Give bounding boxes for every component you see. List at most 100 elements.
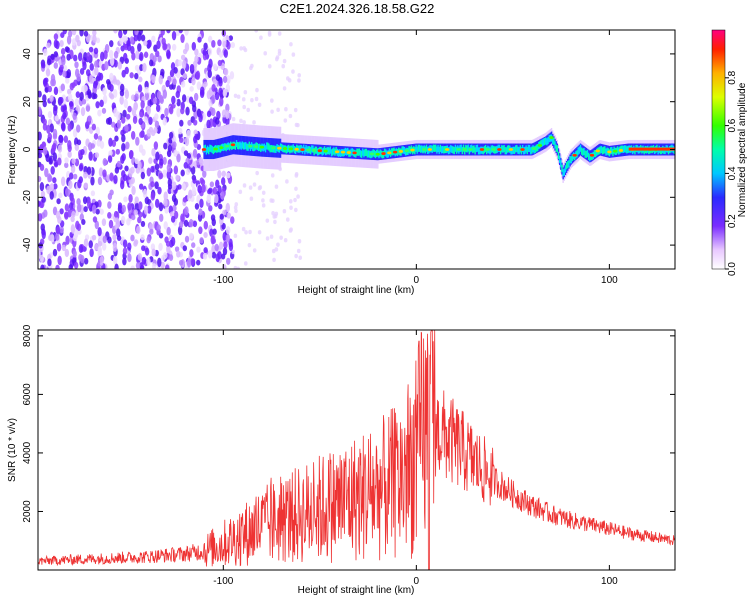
heat-cell [53, 183, 58, 190]
heat-cell [141, 148, 146, 156]
heat-cell [289, 205, 293, 210]
heat-cell [185, 168, 191, 176]
heat-cell [219, 97, 224, 107]
heat-cell [64, 46, 70, 53]
heat-cell [102, 169, 107, 178]
heat-cell [129, 36, 135, 45]
heat-cell [508, 148, 514, 151]
heat-cell [247, 143, 249, 151]
heat-cell [219, 213, 224, 220]
heat-cell [156, 90, 162, 100]
heat-cell [439, 144, 442, 152]
heat-cell [121, 204, 126, 213]
heat-cell [565, 162, 568, 170]
heat-cell [466, 145, 468, 153]
heat-cell [134, 196, 139, 204]
heat-cell [180, 213, 185, 223]
heat-cell [497, 148, 502, 151]
heat-cell [39, 182, 45, 192]
heat-cell [52, 206, 58, 216]
heat-cell [514, 145, 517, 153]
heat-cell [60, 176, 66, 187]
heat-cell [212, 63, 218, 71]
heat-cell [64, 203, 70, 212]
heat-cell [138, 211, 143, 218]
heat-cell [228, 143, 231, 151]
heat-cell [248, 185, 253, 190]
heat-cell [201, 112, 207, 121]
heat-cell [396, 148, 399, 157]
heat-cell [79, 91, 84, 102]
heat-cell [206, 119, 211, 130]
heat-cell [94, 152, 100, 158]
heat-cell [517, 146, 519, 154]
heat-cell [158, 74, 163, 85]
heat-cell [101, 242, 107, 251]
heat-cell [135, 136, 140, 146]
heat-cell [279, 235, 283, 240]
heat-cell [83, 257, 89, 265]
heat-cell [188, 232, 194, 240]
heat-cell [208, 187, 213, 194]
heat-cell [584, 150, 586, 158]
heat-cell [130, 234, 135, 242]
heat-cell [356, 148, 358, 156]
heat-cell [182, 73, 188, 79]
heat-cell [190, 258, 195, 266]
heat-cell [130, 45, 135, 55]
heat-cell [444, 145, 446, 154]
heat-cell [364, 148, 366, 157]
heat-cell [83, 52, 88, 61]
heat-cell [523, 147, 525, 155]
heat-cell [659, 147, 662, 155]
heat-cell [77, 179, 82, 189]
heat-cell [71, 38, 77, 46]
heat-cell [222, 264, 227, 269]
heat-cell [634, 147, 636, 155]
heat-cell [257, 102, 262, 107]
heat-cell [321, 148, 323, 156]
heat-cell [138, 117, 143, 125]
heat-cell [76, 124, 81, 133]
spectrogram-ytick-label: 20 [22, 96, 33, 108]
heat-cell [191, 186, 197, 196]
heat-cell [177, 59, 183, 67]
heat-cell [369, 152, 375, 156]
heat-cell [589, 153, 595, 157]
heat-cell [409, 146, 411, 154]
heat-cell [178, 221, 184, 229]
heat-cell [241, 141, 244, 149]
heat-cell [72, 112, 77, 120]
heat-cell [571, 153, 574, 162]
heat-cell [249, 196, 254, 201]
heat-cell [220, 191, 225, 200]
heat-cell [78, 164, 84, 172]
heat-cell [194, 55, 199, 63]
heat-cell [273, 219, 277, 225]
heat-cell [86, 200, 92, 209]
heat-cell [158, 242, 163, 251]
heat-cell [283, 238, 288, 243]
heat-cell [192, 104, 197, 113]
heat-cell [508, 145, 510, 153]
heat-cell [327, 146, 329, 155]
heat-cell [165, 80, 170, 88]
heat-cell [624, 145, 627, 153]
heat-cell [163, 221, 168, 230]
heat-cell [139, 262, 144, 269]
heat-cell [40, 264, 45, 269]
heat-cell [116, 119, 122, 129]
heat-cell [221, 170, 226, 178]
heat-cell [53, 33, 59, 41]
heat-cell [375, 152, 380, 156]
heat-cell [381, 152, 386, 155]
heat-cell [42, 123, 48, 131]
heat-cell [156, 224, 161, 231]
heat-cell [55, 226, 61, 235]
heat-cell [79, 213, 85, 221]
heat-cell [626, 146, 628, 154]
heat-cell [477, 147, 480, 155]
heat-cell [328, 147, 330, 155]
heat-cell [297, 78, 301, 83]
heat-cell [169, 106, 174, 115]
